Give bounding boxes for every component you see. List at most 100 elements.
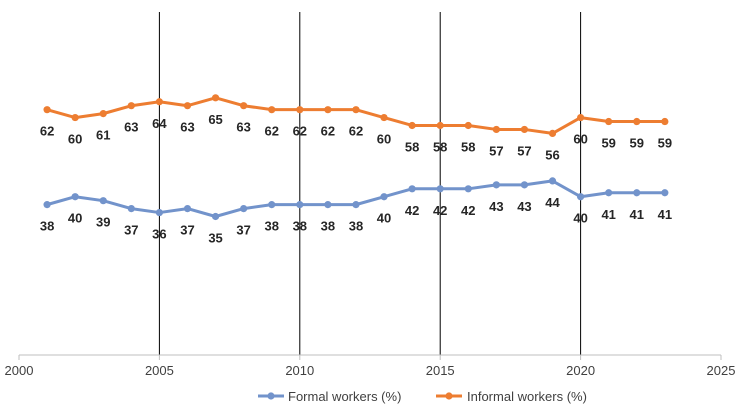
data-point-formal [380, 193, 388, 201]
data-point-formal [43, 201, 51, 209]
data-point-informal [352, 106, 360, 114]
data-label-formal: 38 [264, 219, 278, 234]
x-tick-label: 2025 [707, 363, 736, 378]
data-point-informal [661, 117, 669, 126]
data-label-informal: 59 [630, 136, 644, 151]
data-label-informal: 65 [208, 112, 222, 127]
data-point-formal [633, 189, 641, 197]
data-label-formal: 44 [545, 195, 560, 210]
legend-label-informal: Informal workers (%) [467, 389, 587, 404]
data-label-informal: 60 [377, 132, 391, 147]
legend-marker-informal [445, 392, 453, 400]
legend-label-formal: Formal workers (%) [288, 389, 401, 404]
data-point-informal [211, 94, 220, 102]
data-point-informal [99, 110, 107, 118]
data-point-formal [99, 197, 107, 205]
data-point-informal [240, 102, 248, 110]
data-point-informal [577, 113, 585, 122]
data-label-formal: 38 [293, 219, 307, 234]
data-point-formal [548, 177, 557, 185]
data-point-informal [43, 106, 51, 114]
data-label-informal: 63 [124, 120, 138, 135]
x-tick-label: 2020 [566, 363, 595, 378]
data-point-formal [352, 201, 360, 209]
data-point-informal [520, 125, 529, 134]
data-label-informal: 60 [68, 132, 82, 147]
x-tick-label: 2005 [145, 363, 174, 378]
data-label-informal: 56 [545, 147, 559, 162]
data-label-formal: 42 [461, 203, 475, 218]
x-axis: 2000 2005 2010 2015 2020 2025 [5, 354, 736, 378]
data-point-informal [155, 98, 163, 106]
data-label-informal: 59 [601, 136, 615, 151]
data-label-informal: 57 [517, 143, 531, 158]
data-label-formal: 42 [433, 203, 447, 218]
data-point-formal [240, 204, 248, 213]
data-point-formal [408, 185, 416, 193]
data-label-informal: 62 [40, 124, 54, 139]
data-point-formal [127, 204, 135, 213]
data-label-informal: 58 [461, 139, 475, 154]
data-point-informal [296, 106, 304, 114]
data-point-formal [71, 193, 79, 201]
series-lines [43, 94, 669, 221]
data-point-formal [464, 185, 472, 193]
data-label-formal: 43 [517, 199, 531, 214]
data-label-informal: 58 [405, 139, 419, 154]
data-point-informal [71, 113, 79, 122]
data-point-informal [605, 117, 613, 126]
data-point-formal [520, 181, 529, 189]
data-point-informal [436, 121, 444, 130]
data-point-informal [633, 117, 641, 126]
data-point-informal [324, 106, 332, 114]
data-point-formal [296, 201, 304, 209]
data-point-formal [211, 212, 220, 221]
data-label-formal: 42 [405, 203, 419, 218]
series-line-formal [45, 179, 667, 218]
data-label-formal: 37 [236, 223, 250, 238]
data-point-informal [380, 113, 388, 122]
data-point-informal [268, 106, 276, 114]
data-point-formal [268, 201, 276, 209]
legend: Formal workers (%) Informal workers (%) [258, 389, 587, 404]
data-label-formal: 38 [321, 219, 335, 234]
x-tick-label: 2010 [285, 363, 314, 378]
data-label-formal: 40 [68, 211, 82, 226]
data-point-informal [548, 129, 557, 138]
data-point-informal [127, 102, 135, 110]
data-label-informal: 57 [489, 143, 503, 158]
data-label-informal: 63 [180, 120, 194, 135]
data-label-informal: 62 [293, 124, 307, 139]
data-label-informal: 58 [433, 139, 447, 154]
data-point-formal [436, 185, 444, 193]
data-label-formal: 41 [658, 207, 672, 222]
data-label-formal: 37 [124, 223, 138, 238]
data-label-formal: 40 [377, 211, 391, 226]
data-point-formal [605, 189, 613, 197]
data-label-formal: 36 [152, 227, 166, 242]
data-label-formal: 38 [40, 219, 54, 234]
gridlines [158, 12, 582, 355]
data-point-formal [324, 201, 332, 209]
data-label-formal: 41 [601, 207, 615, 222]
data-point-formal [577, 193, 585, 201]
data-point-informal [408, 121, 416, 130]
data-label-informal: 59 [658, 136, 672, 151]
data-label-formal: 39 [96, 215, 110, 230]
x-tick-label: 2015 [426, 363, 455, 378]
x-tick-label: 2000 [5, 363, 34, 378]
legend-marker-formal [267, 392, 275, 400]
data-point-formal [492, 181, 500, 189]
data-label-informal: 62 [264, 124, 278, 139]
data-point-formal [155, 208, 163, 217]
data-label-formal: 38 [349, 219, 363, 234]
data-labels: 38 40 39 37 36 37 35 37 38 38 38 38 40 42 42 42 43 43 44 40… [40, 112, 672, 246]
data-label-formal: 37 [180, 223, 194, 238]
data-label-informal: 64 [152, 116, 167, 131]
data-label-informal: 63 [236, 120, 250, 135]
data-label-formal: 35 [208, 231, 222, 246]
data-point-informal [492, 125, 500, 134]
data-point-formal [661, 189, 669, 197]
data-point-formal [183, 204, 192, 213]
